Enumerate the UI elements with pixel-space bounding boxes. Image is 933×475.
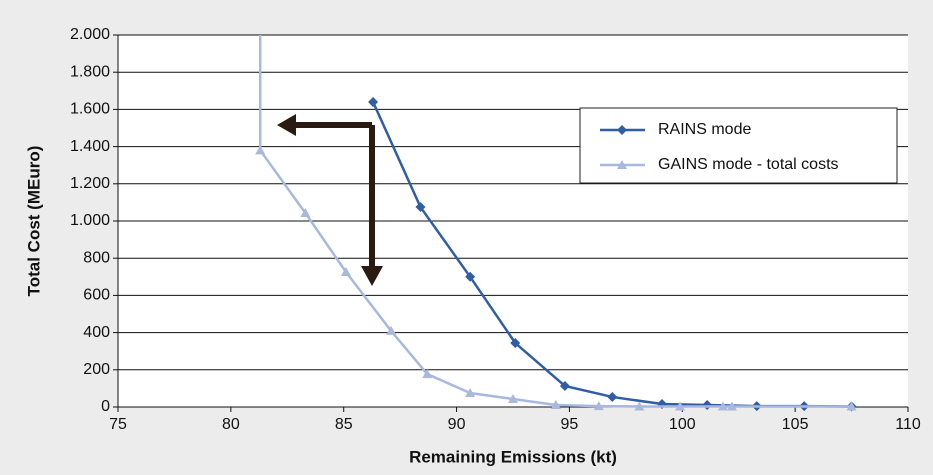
legend-label: GAINS mode - total costs <box>658 156 839 173</box>
y-tick-label: 1.000 <box>70 212 110 229</box>
y-tick-label: 2.000 <box>70 26 110 43</box>
y-tick-label: 800 <box>83 249 110 266</box>
y-axis-label: Total Cost (MEuro) <box>24 146 43 297</box>
marker <box>300 208 311 218</box>
legend <box>579 107 898 184</box>
marker <box>465 388 476 398</box>
y-tick-label: 400 <box>83 324 110 341</box>
legend-label: RAINS mode <box>658 121 751 138</box>
x-tick-label: 105 <box>782 416 809 433</box>
y-tick-label: 1.200 <box>70 175 110 192</box>
x-tick-label: 75 <box>109 416 127 433</box>
marker <box>465 271 476 282</box>
y-tick-label: 0 <box>101 398 110 415</box>
marker <box>550 399 561 409</box>
y-tick-label: 200 <box>83 361 110 378</box>
x-axis-label: Remaining Emissions (kt) <box>409 447 617 466</box>
y-tick-label: 600 <box>83 287 110 304</box>
x-tick-label: 80 <box>222 416 240 433</box>
marker <box>368 96 379 107</box>
marker <box>726 401 737 411</box>
marker <box>675 401 686 411</box>
marker <box>422 369 433 379</box>
marker <box>846 401 857 411</box>
x-tick-label: 100 <box>669 416 696 433</box>
marker <box>717 401 728 411</box>
x-tick-label: 90 <box>448 416 466 433</box>
arrow <box>277 114 383 286</box>
y-tick-label: 1.600 <box>70 101 110 118</box>
y-tick-label: 1.800 <box>70 63 110 80</box>
marker <box>634 401 645 411</box>
marker <box>508 394 518 404</box>
marker <box>386 325 397 335</box>
marker <box>559 380 570 391</box>
marker <box>415 202 426 213</box>
marker <box>340 266 351 276</box>
x-tick-label: 85 <box>335 416 353 433</box>
marker <box>593 401 604 411</box>
y-tick-label: 1.400 <box>70 138 110 155</box>
marker <box>617 160 627 169</box>
marker <box>607 391 618 402</box>
x-tick-label: 110 <box>895 416 921 433</box>
x-tick-label: 95 <box>561 416 579 433</box>
marker <box>617 125 627 135</box>
marker <box>510 338 521 349</box>
series-line <box>259 149 852 408</box>
